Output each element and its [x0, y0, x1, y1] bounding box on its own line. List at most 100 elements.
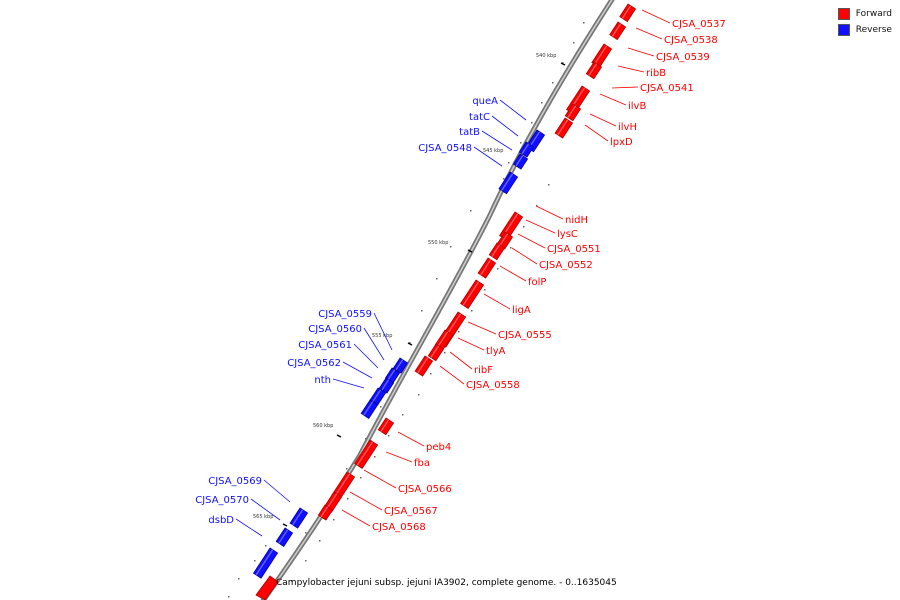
gene-leader-line: [467, 321, 497, 335]
gene-feature[interactable]: [275, 527, 294, 547]
reverse-swatch: [837, 24, 850, 36]
gene-feature[interactable]: [585, 61, 603, 80]
gene-label[interactable]: CJSA_0560: [308, 324, 362, 335]
gene-label[interactable]: CJSA_0568: [372, 522, 426, 533]
gene-label[interactable]: ilvB: [628, 101, 646, 112]
gene-leader-line: [439, 365, 465, 385]
gene-label[interactable]: tlyA: [486, 346, 506, 357]
gene-label[interactable]: ilvH: [618, 122, 637, 133]
gene-feature[interactable]: [496, 231, 514, 250]
gene-label[interactable]: lysC: [557, 229, 578, 240]
position-dot: [402, 414, 404, 416]
position-dot: [305, 532, 307, 534]
gene-feature[interactable]: [317, 504, 334, 521]
position-dot: [536, 205, 538, 207]
gene-feature[interactable]: [377, 417, 395, 436]
gene-label[interactable]: ribB: [646, 68, 666, 79]
gene-feature[interactable]: [289, 507, 309, 529]
gene-feature[interactable]: [354, 439, 379, 470]
gene-label[interactable]: nth: [314, 375, 331, 386]
position-dot: [430, 373, 432, 375]
gene-leader-line: [397, 431, 425, 447]
gene-label[interactable]: tatB: [459, 127, 480, 138]
gene-feature[interactable]: [360, 399, 379, 419]
gene-feature-highlight: [430, 345, 440, 358]
gene-feature[interactable]: [255, 575, 279, 600]
gene-feature[interactable]: [252, 547, 279, 579]
gene-label[interactable]: lpxD: [610, 137, 633, 148]
gene-leader-line: [635, 27, 663, 40]
gene-label[interactable]: CJSA_0538: [664, 35, 718, 46]
gene-leader-line: [517, 233, 546, 249]
gene-label[interactable]: nidH: [565, 215, 588, 226]
gene-feature[interactable]: [554, 117, 574, 139]
gene-label[interactable]: CJSA_0566: [398, 484, 452, 495]
gene-label[interactable]: CJSA_0541: [640, 83, 694, 94]
gene-label[interactable]: CJSA_0558: [466, 380, 520, 391]
gene-feature[interactable]: [477, 257, 497, 279]
gene-feature[interactable]: [378, 377, 395, 394]
gene-feature[interactable]: [427, 343, 445, 362]
gene-feature[interactable]: [488, 242, 506, 261]
position-dot: [388, 435, 390, 437]
position-dot: [450, 246, 452, 248]
gene-label[interactable]: ligA: [512, 305, 531, 316]
gene-label[interactable]: dsbD: [208, 515, 234, 526]
gene-features: [252, 3, 637, 600]
position-dot: [471, 310, 473, 312]
gene-label[interactable]: CJSA_0561: [298, 340, 352, 351]
gene-leader-line: [499, 99, 527, 121]
gene-label[interactable]: CJSA_0569: [208, 476, 262, 487]
gene-feature[interactable]: [392, 357, 409, 374]
gene-feature[interactable]: [518, 141, 535, 158]
gene-label[interactable]: peb4: [426, 442, 451, 453]
gene-label[interactable]: CJSA_0539: [656, 52, 710, 63]
gene-feature-highlight: [333, 473, 351, 498]
gene-label[interactable]: tatC: [469, 112, 490, 123]
tick-label: 540 kbp: [536, 53, 556, 59]
position-dot: [254, 560, 256, 562]
gene-feature-highlight: [395, 359, 404, 371]
gene-leader-line: [499, 265, 527, 282]
gene-label[interactable]: CJSA_0562: [287, 358, 341, 369]
position-dot: [319, 540, 321, 542]
gene-feature[interactable]: [609, 21, 627, 41]
gene-feature-highlight: [255, 549, 274, 576]
gene-leader-line: [341, 509, 371, 527]
gene-feature[interactable]: [414, 355, 434, 377]
position-dot: [333, 519, 335, 521]
gene-label[interactable]: CJSA_0551: [547, 244, 601, 255]
gene-label[interactable]: CJSA_0570: [195, 495, 249, 506]
position-dot: [503, 178, 505, 180]
tick-label: 545 kbp: [483, 148, 503, 154]
gene-leader-line: [589, 113, 617, 127]
gene-leader-line: [373, 312, 393, 351]
gene-label[interactable]: fba: [414, 458, 430, 469]
gene-label[interactable]: CJSA_0548: [418, 143, 472, 154]
gene-label[interactable]: CJSA_0567: [384, 506, 438, 517]
backbone-highlight: [262, 0, 613, 600]
gene-leader-line: [481, 130, 513, 151]
gene-feature[interactable]: [619, 3, 637, 23]
gene-feature-highlight: [326, 493, 338, 510]
gene-label[interactable]: CJSA_0537: [672, 19, 726, 30]
genome-caption: Campylobacter jejuni subsp. jejuni IA390…: [276, 578, 617, 588]
gene-label[interactable]: queA: [472, 96, 498, 107]
gene-feature-highlight: [387, 369, 396, 381]
scale-ticks: 540 kbp 545 kbp 550 kbp 555 kbp 560 kbp 565 k…: [253, 53, 566, 527]
gene-feature[interactable]: [460, 279, 485, 310]
gene-label[interactable]: folP: [528, 277, 546, 288]
gene-label[interactable]: CJSA_0559: [318, 309, 372, 320]
gene-label[interactable]: CJSA_0555: [498, 330, 552, 341]
tick-mark: [467, 249, 473, 253]
gene-feature[interactable]: [512, 153, 529, 170]
gene-feature-highlight: [557, 119, 569, 136]
gene-feature[interactable]: [564, 103, 582, 122]
gene-label[interactable]: CJSA_0552: [539, 260, 593, 271]
tick-label: 565 kbp: [253, 514, 273, 520]
gene-feature-highlight: [499, 233, 509, 246]
gene-label[interactable]: ribF: [474, 365, 493, 376]
gene-feature-highlight: [363, 401, 374, 416]
gene-feature[interactable]: [498, 171, 519, 195]
